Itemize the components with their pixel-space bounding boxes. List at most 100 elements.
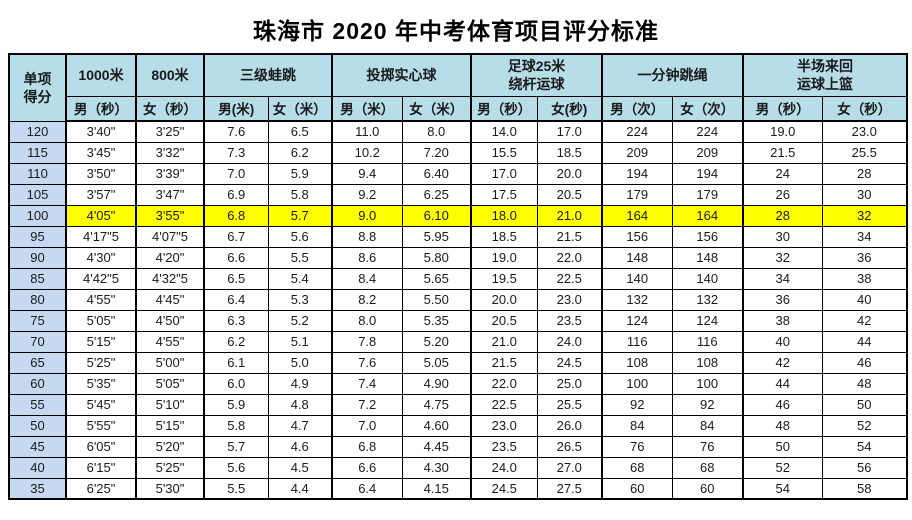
sub-header: 男（秒） xyxy=(470,95,538,122)
event-header-1: 800米 xyxy=(135,53,205,97)
table-cell: 3'55" xyxy=(135,204,205,227)
table-cell: 5.05 xyxy=(401,351,472,374)
table-cell: 84 xyxy=(601,414,673,437)
table-body: 120 3'40" 3'25" 7.6 6.5 11.0 8.0 14.0 17.0 224 224… xyxy=(8,120,908,500)
table-cell: 20.5 xyxy=(536,183,603,206)
table-cell: 7.6 xyxy=(203,120,269,143)
score-cell: 115 xyxy=(8,141,67,164)
table-cell: 28 xyxy=(742,204,823,227)
table-cell: 68 xyxy=(601,456,673,479)
table-cell: 116 xyxy=(601,330,673,353)
table-cell: 5.20 xyxy=(401,330,472,353)
table-cell: 5.35 xyxy=(401,309,472,332)
table-cell: 6.8 xyxy=(203,204,269,227)
table-cell: 5.7 xyxy=(267,204,333,227)
table-row: 95 4'17"5 4'07"5 6.7 5.6 8.8 5.95 18.5 21.5 156 15… xyxy=(8,225,908,248)
table-cell: 4'07"5 xyxy=(135,225,205,248)
table-cell: 46 xyxy=(742,393,823,416)
table-cell: 32 xyxy=(821,204,908,227)
event-header-0: 1000米 xyxy=(65,53,137,97)
table-cell: 6.2 xyxy=(203,330,269,353)
score-cell: 75 xyxy=(8,309,67,332)
event-header-6: 半场来回 运球上篮 xyxy=(742,53,908,97)
table-cell: 38 xyxy=(821,267,908,290)
sub-header: 男（秒） xyxy=(742,95,823,122)
table-cell: 148 xyxy=(601,246,673,269)
score-cell: 40 xyxy=(8,456,67,479)
table-cell: 25.5 xyxy=(536,393,603,416)
table-cell: 22.0 xyxy=(536,246,603,269)
table-cell: 5.9 xyxy=(203,393,269,416)
table-row: 90 4'30" 4'20" 6.6 5.5 8.6 5.80 19.0 22.0 148 148 3… xyxy=(8,246,908,269)
table-cell: 40 xyxy=(742,330,823,353)
table-cell: 54 xyxy=(821,435,908,458)
table-cell: 10.2 xyxy=(331,141,403,164)
table-cell: 6.8 xyxy=(331,435,403,458)
table-cell: 156 xyxy=(601,225,673,248)
sub-header: 女（米） xyxy=(401,95,472,122)
table-cell: 19.0 xyxy=(742,120,823,143)
table-cell: 18.5 xyxy=(536,141,603,164)
table-row: 50 5'55" 5'15" 5.8 4.7 7.0 4.60 23.0 26.0 84 84 48 5… xyxy=(8,414,908,437)
table-cell: 3'39" xyxy=(135,162,205,185)
table-cell: 5'15" xyxy=(65,330,137,353)
table-cell: 9.2 xyxy=(331,183,403,206)
sub-header: 男（米） xyxy=(331,95,403,122)
table-cell: 19.0 xyxy=(470,246,538,269)
table-row: 80 4'55" 4'45" 6.4 5.3 8.2 5.50 20.0 23.0 132 132 3… xyxy=(8,288,908,311)
table-cell: 6.10 xyxy=(401,204,472,227)
table-cell: 5.50 xyxy=(401,288,472,311)
score-column-header: 单项 得分 xyxy=(8,53,67,122)
table-cell: 17.0 xyxy=(470,162,538,185)
table-cell: 68 xyxy=(671,456,744,479)
table-cell: 6.1 xyxy=(203,351,269,374)
score-cell: 110 xyxy=(8,162,67,185)
table-cell: 4'45" xyxy=(135,288,205,311)
table-cell: 6.5 xyxy=(267,120,333,143)
table-cell: 4'42"5 xyxy=(65,267,137,290)
table-cell: 50 xyxy=(821,393,908,416)
table-cell: 116 xyxy=(671,330,744,353)
table-cell: 3'45" xyxy=(65,141,137,164)
table-cell: 7.0 xyxy=(203,162,269,185)
page-title: 珠海市 2020 年中考体育项目评分标准 xyxy=(253,18,659,44)
table-cell: 6.0 xyxy=(203,372,269,395)
sub-header: 男（次） xyxy=(601,95,673,122)
table-cell: 6.9 xyxy=(203,183,269,206)
table-cell: 4.9 xyxy=(267,372,333,395)
table-cell: 5'10" xyxy=(135,393,205,416)
score-cell: 45 xyxy=(8,435,67,458)
table-cell: 5.5 xyxy=(267,246,333,269)
table-row: 55 5'45" 5'10" 5.9 4.8 7.2 4.75 22.5 25.5 92 92 46 5… xyxy=(8,393,908,416)
table-cell: 140 xyxy=(601,267,673,290)
score-cell: 120 xyxy=(8,120,67,143)
table-cell: 8.4 xyxy=(331,267,403,290)
table-row: 45 6'05" 5'20" 5.7 4.6 6.8 4.45 23.5 26.5 76 76 50 5… xyxy=(8,435,908,458)
table-cell: 5.1 xyxy=(267,330,333,353)
table-cell: 5.80 xyxy=(401,246,472,269)
sub-header: 女（秒） xyxy=(135,95,205,122)
table-cell: 7.4 xyxy=(331,372,403,395)
table-cell: 28 xyxy=(821,162,908,185)
table-row: 115 3'45" 3'32" 7.3 6.2 10.2 7.20 15.5 18.5 209 20… xyxy=(8,141,908,164)
table-cell: 36 xyxy=(821,246,908,269)
table-cell: 108 xyxy=(671,351,744,374)
table-cell: 194 xyxy=(671,162,744,185)
event-header-2: 三级蛙跳 xyxy=(203,53,333,97)
table-cell: 5'35" xyxy=(65,372,137,395)
table-cell: 92 xyxy=(671,393,744,416)
table-cell: 4.90 xyxy=(401,372,472,395)
table-cell: 5.95 xyxy=(401,225,472,248)
sub-header: 女(秒) xyxy=(536,95,603,122)
table-cell: 44 xyxy=(742,372,823,395)
table-cell: 4.45 xyxy=(401,435,472,458)
table-cell: 20.5 xyxy=(470,309,538,332)
table-cell: 4.5 xyxy=(267,456,333,479)
score-cell: 60 xyxy=(8,372,67,395)
table-header: 单项 得分 1000米 800米 三级蛙跳 投掷实心球 足球25米 绕杆运球 一分钟跳绳 半场来回… xyxy=(8,53,908,122)
table-row: 85 4'42"5 4'32"5 6.5 5.4 8.4 5.65 19.5 22.5 140 14… xyxy=(8,267,908,290)
table-cell: 5.2 xyxy=(267,309,333,332)
table-cell: 5'55" xyxy=(65,414,137,437)
table-cell: 5.8 xyxy=(203,414,269,437)
table-row: 70 5'15" 4'55" 6.2 5.1 7.8 5.20 21.0 24.0 116 116 4… xyxy=(8,330,908,353)
